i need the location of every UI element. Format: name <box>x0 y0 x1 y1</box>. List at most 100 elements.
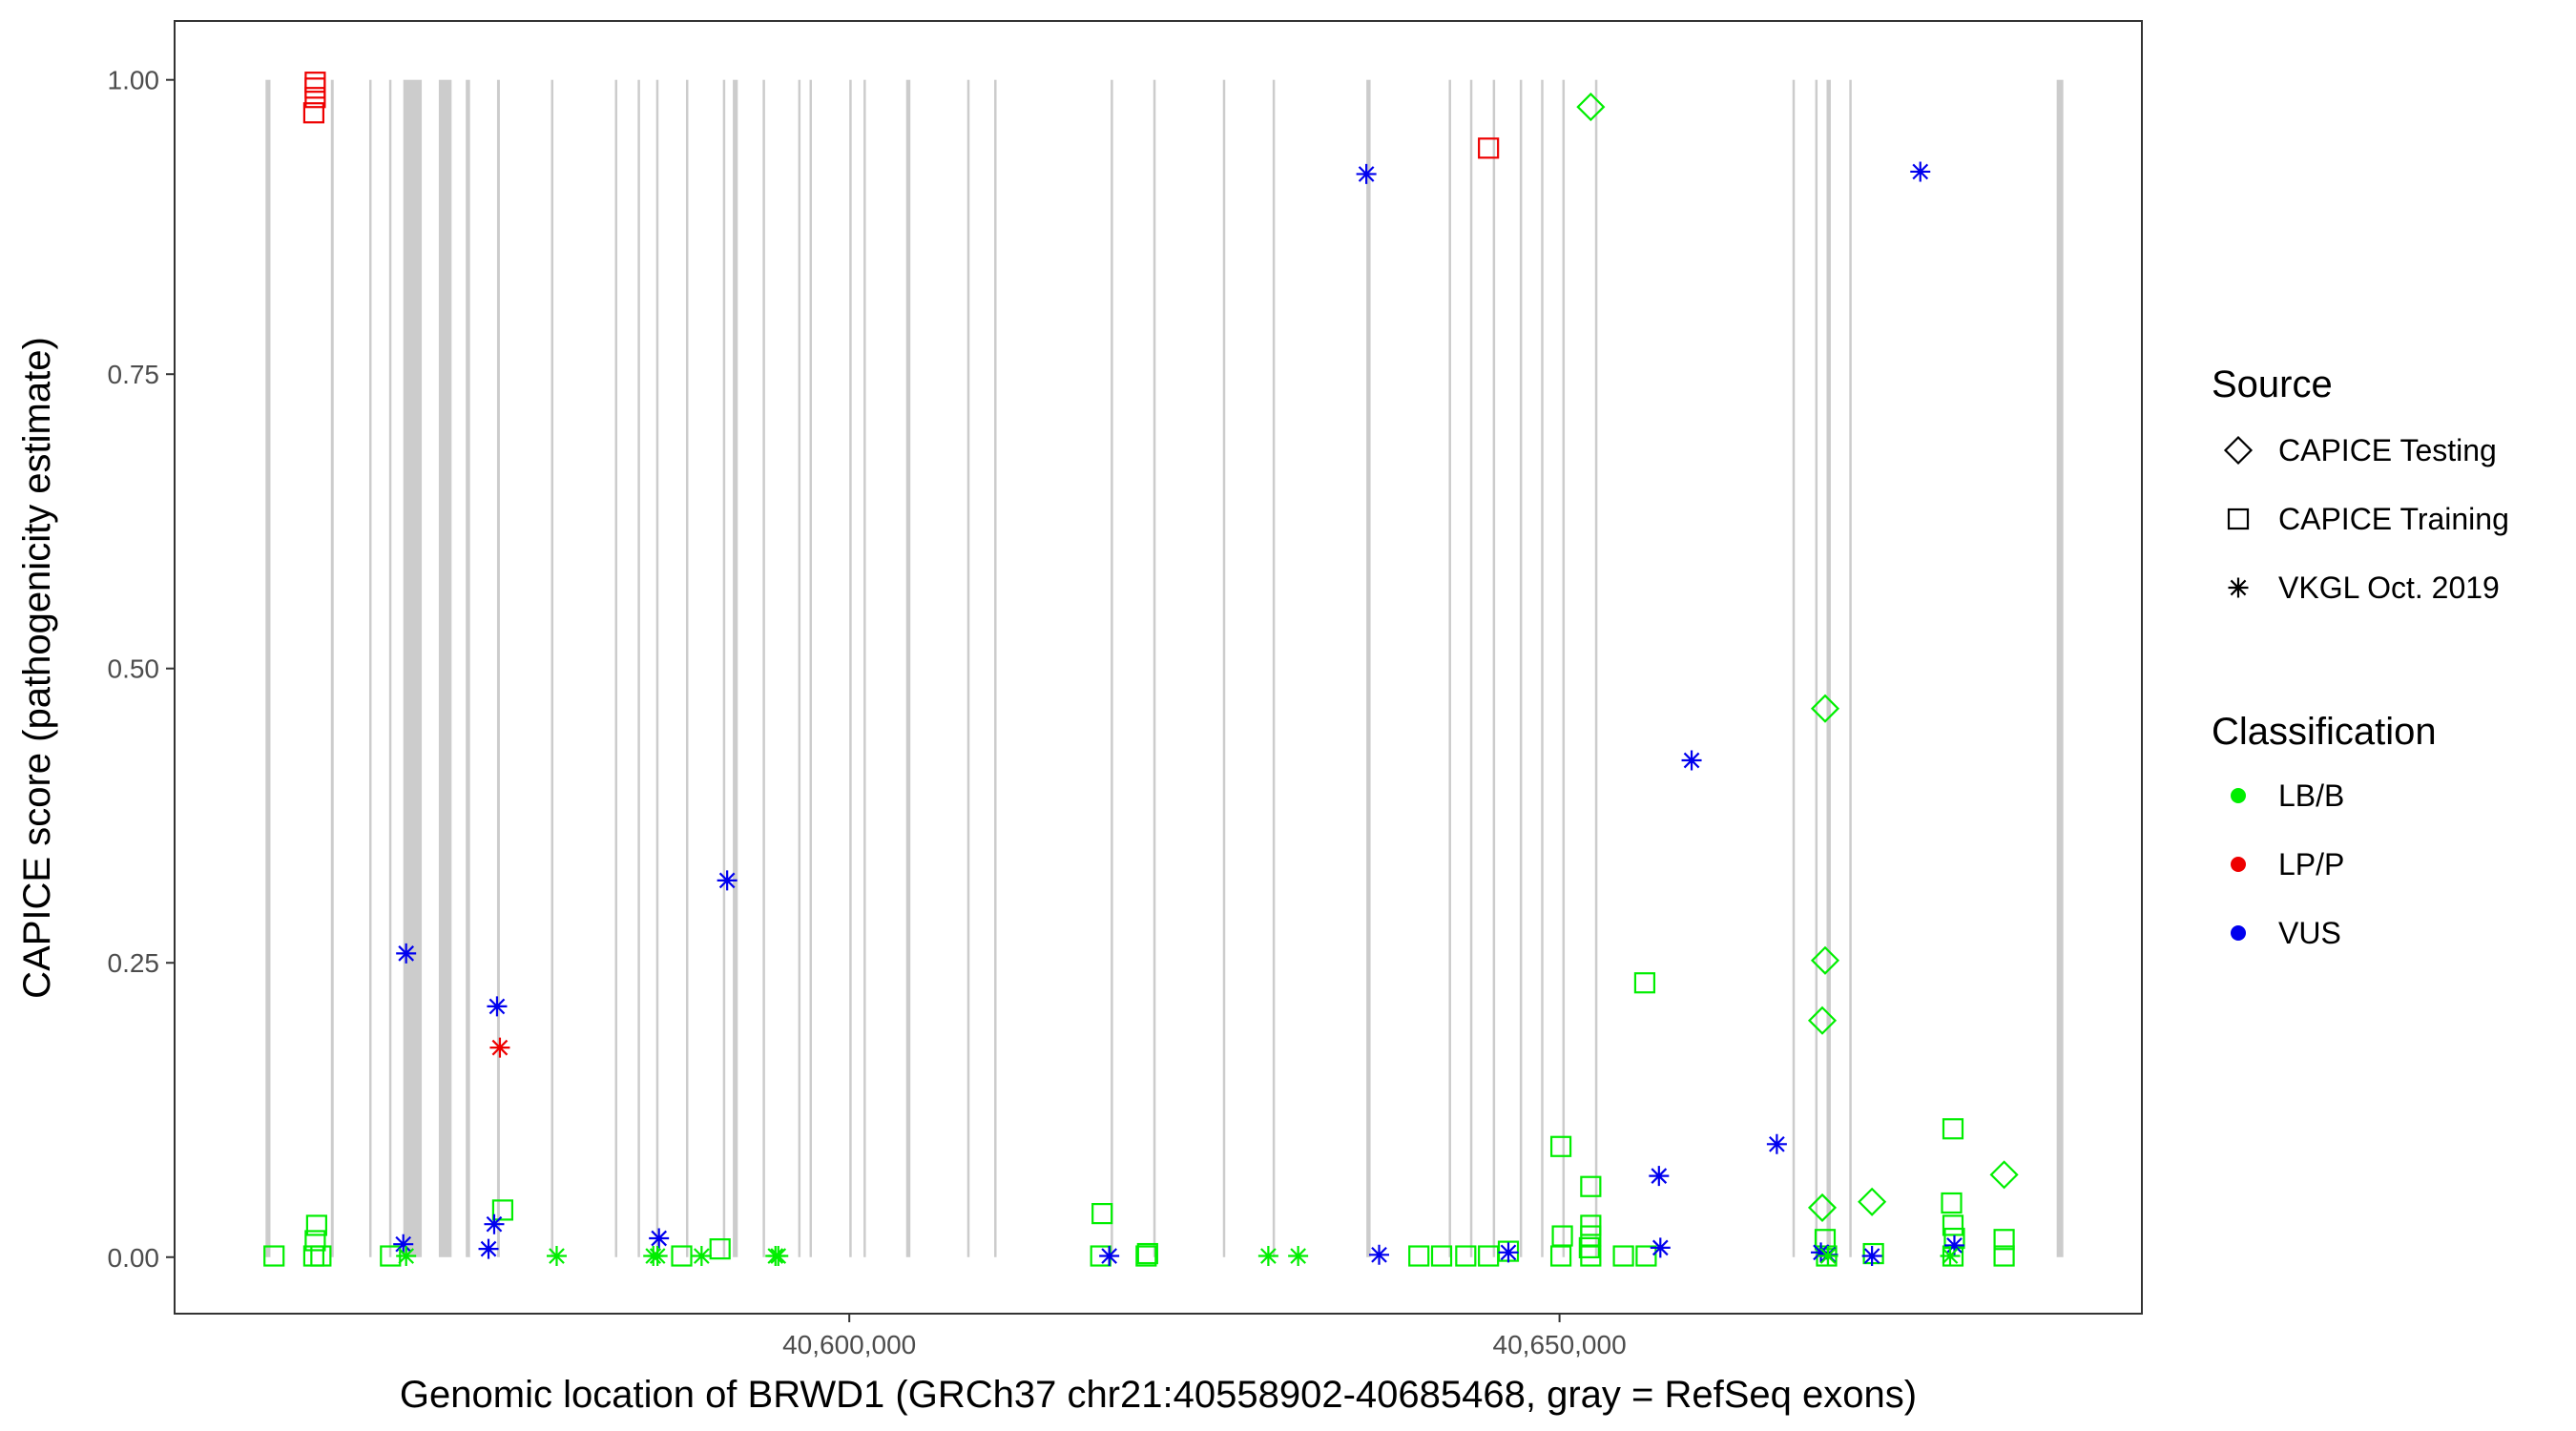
y-axis: 0.00 0.25 0.50 0.75 1.00 <box>108 66 175 1273</box>
data-point <box>1578 1236 1600 1258</box>
data-point <box>310 1245 332 1267</box>
exon-band <box>330 79 334 1257</box>
exon-band <box>1594 79 1598 1257</box>
data-point <box>546 1246 567 1267</box>
y-tick-label: 0.50 <box>108 654 160 684</box>
y-tick-label: 0.75 <box>108 360 160 389</box>
exon-band <box>863 79 866 1257</box>
data-point <box>1993 1245 2015 1267</box>
exon-bands <box>265 79 2064 1257</box>
exon-band <box>1153 79 1156 1257</box>
y-axis-title: CAPICE score (pathogenicity estimate) <box>16 337 58 999</box>
data-point <box>304 1230 326 1252</box>
exon-band <box>905 79 911 1257</box>
legend-source-key <box>2227 508 2250 530</box>
data-point <box>1810 945 1840 975</box>
exon-band <box>1826 79 1831 1257</box>
data-point <box>671 1245 693 1267</box>
data-point <box>1649 1166 1670 1187</box>
exon-band <box>1562 79 1566 1257</box>
data-point <box>1862 1242 1884 1265</box>
data-point <box>691 1246 712 1267</box>
exon-band <box>403 79 423 1257</box>
exon-band <box>685 79 689 1257</box>
exon-band <box>1448 79 1451 1257</box>
data-point <box>1910 161 1931 182</box>
data-point <box>1861 1246 1882 1267</box>
legend-class-label: LP/P <box>2278 847 2344 881</box>
exon-band <box>1792 79 1796 1257</box>
exon-band <box>1272 79 1276 1257</box>
y-tick-label: 1.00 <box>108 66 160 95</box>
data-point <box>1612 1245 1634 1267</box>
exon-band <box>1492 79 1496 1257</box>
data-point <box>1408 1245 1430 1267</box>
legend-source-key <box>2223 435 2254 466</box>
data-point <box>487 996 508 1017</box>
data-point <box>1941 1192 1963 1214</box>
data-point <box>305 1214 327 1236</box>
data-point <box>1580 1214 1602 1236</box>
legend: Source Classification CAPICE Testing CAPI… <box>2212 363 2509 950</box>
data-point <box>1369 1244 1390 1265</box>
x-tick-label: 40,600,000 <box>782 1330 916 1359</box>
data-point <box>1455 1245 1477 1267</box>
data-point <box>1766 1133 1787 1154</box>
data-point <box>484 1213 505 1234</box>
data-point <box>1356 163 1377 184</box>
data-point <box>1943 1234 1964 1255</box>
exon-band <box>1541 79 1544 1257</box>
exon-band <box>614 79 618 1257</box>
exon-band <box>438 79 452 1257</box>
exon-band <box>809 79 812 1257</box>
data-point <box>1942 1118 1964 1140</box>
exon-band <box>1469 79 1473 1257</box>
legend-source-label: VKGL Oct. 2019 <box>2278 570 2500 605</box>
exon-band <box>655 79 659 1257</box>
exon-band <box>388 79 392 1257</box>
exon-band <box>1849 79 1852 1257</box>
legend-source-label: CAPICE Testing <box>2278 433 2497 467</box>
exon-band <box>265 79 271 1257</box>
data-point <box>1099 1246 1120 1267</box>
data-point <box>1650 1237 1671 1258</box>
data-point <box>1942 1214 1964 1236</box>
data-point <box>647 1246 668 1267</box>
exon-band <box>733 79 738 1257</box>
data-point <box>717 870 737 891</box>
exon-band <box>1111 79 1113 1257</box>
data-point <box>1580 1175 1602 1197</box>
data-point <box>709 1238 731 1260</box>
legend-class-key <box>2231 857 2246 872</box>
exon-band <box>1222 79 1226 1257</box>
exon-band <box>762 79 765 1257</box>
data-point <box>1807 1006 1838 1035</box>
data-point <box>1993 1229 2015 1251</box>
data-point <box>1135 1245 1157 1267</box>
y-tick-label: 0.25 <box>108 948 160 978</box>
exon-band <box>368 79 372 1257</box>
data-point <box>393 1234 414 1255</box>
plot-panel-border <box>174 20 2143 1315</box>
legend-classification-title: Classification <box>2212 711 2437 753</box>
data-point <box>1807 1192 1838 1222</box>
data-point <box>304 87 326 109</box>
data-point <box>1257 1246 1278 1267</box>
legend-class-key <box>2231 925 2246 941</box>
data-point <box>489 1037 510 1058</box>
data-point <box>1810 694 1840 723</box>
data-point <box>396 1246 417 1267</box>
data-point <box>1811 1242 1832 1263</box>
data-point <box>1633 972 1656 994</box>
data-point <box>1635 1245 1657 1267</box>
data-point <box>263 1245 285 1267</box>
data-point <box>396 943 417 964</box>
data-point <box>1681 750 1702 771</box>
data-points <box>263 72 2019 1267</box>
data-point <box>478 1238 499 1259</box>
exon-band <box>849 79 852 1257</box>
data-point <box>1858 1187 1887 1216</box>
exon-band <box>1519 79 1523 1257</box>
